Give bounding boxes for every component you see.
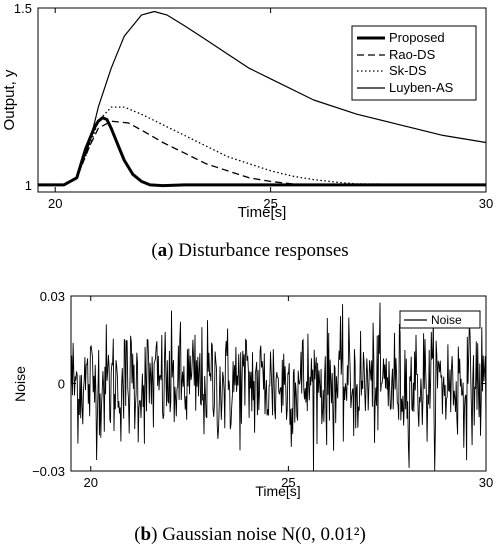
- chart-b-1-ytick-label: 0: [58, 377, 65, 392]
- chart-b: 20 25 30 −0.03 0 0.03 Time[s] Noise Noise (b)…: [12, 289, 493, 545]
- series-sk-ds-line: [38, 106, 487, 186]
- series-noise-line: [70, 302, 487, 472]
- chart-b-ylabel: Noise: [12, 366, 28, 402]
- legend-proposed-label: Proposed: [389, 30, 445, 45]
- chart-b-ticks: 20 25 30 −0.03 0 0.03: [32, 289, 493, 490]
- chart-a-0-xtick-label: 30: [479, 196, 493, 211]
- chart-a: 20 25 30 1 1.5 Time[s] Output, y Proposed Ra…: [1, 1, 493, 261]
- chart-a-series-group: [38, 10, 487, 188]
- legend-sk-ds-label: Sk-DS: [389, 63, 427, 78]
- chart-a-caption-label: a: [158, 240, 168, 261]
- chart-b-legend: Noise: [399, 310, 481, 329]
- chart-a-legend: Proposed Rao-DS Sk-DS Luyben-AS: [351, 25, 477, 101]
- chart-a-0-ytick-label: 1: [25, 178, 32, 193]
- chart-b-legend-box: [399, 310, 481, 329]
- chart-b-1-ytick-label: 0.03: [40, 289, 65, 304]
- chart-b-caption-text: Gaussian noise N(0, 0.01²): [157, 524, 365, 545]
- series-rao-ds-line: [38, 120, 486, 186]
- legend-noise-label: Noise: [431, 313, 462, 327]
- chart-a-0-xtick-label: 20: [48, 196, 62, 211]
- chart-b-xlabel: Time[s]: [255, 483, 300, 499]
- legend-luyben-as-label: Luyben-AS: [389, 80, 454, 95]
- chart-a-0-ytick-label: 1.5: [14, 1, 32, 16]
- chart-a-ticks: 20 25 30 1 1.5: [14, 1, 493, 211]
- chart-b-1-ytick-label: −0.03: [32, 464, 65, 479]
- chart-b-1-xtick-label: 25: [281, 475, 295, 490]
- chart-b-series-group: [70, 302, 487, 472]
- legend-rao-ds-label: Rao-DS: [389, 47, 436, 62]
- chart-a-caption: (a) Disturbance responses: [151, 240, 348, 261]
- chart-b-1-xtick-label: 20: [84, 475, 98, 490]
- chart-b-caption: (b) Gaussian noise N(0, 0.01²): [134, 524, 366, 545]
- chart-a-xlabel: Time[s]: [238, 204, 287, 221]
- series-luyben-as-line: [38, 10, 487, 186]
- chart-a-caption-text: Disturbance responses: [173, 240, 348, 261]
- chart-a-0-xtick-label: 25: [263, 196, 277, 211]
- chart-b-1-xtick-label: 30: [479, 475, 493, 490]
- series-proposed-line: [38, 116, 486, 188]
- chart-b-caption-label: b: [141, 524, 152, 545]
- chart-a-ylabel: Output, y: [1, 69, 18, 130]
